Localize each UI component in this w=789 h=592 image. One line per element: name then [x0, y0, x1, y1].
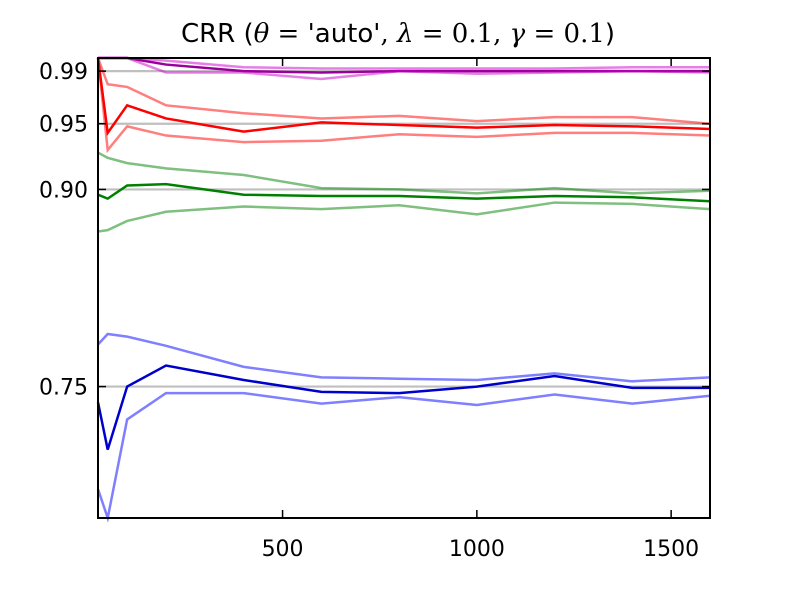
- series-line-7: [96, 57, 711, 125]
- series-line-0: [96, 364, 710, 451]
- y-tick-label-1: 0.90: [39, 178, 88, 203]
- title-eq-1: =: [269, 19, 307, 49]
- x-tick-label-1: 1000: [449, 537, 505, 562]
- axis-ticks: [98, 58, 710, 518]
- title-prefix: CRR (: [181, 19, 254, 49]
- series-line-3: [97, 182, 711, 203]
- title-comma-2: ,: [493, 19, 510, 49]
- series-line-6: [96, 57, 711, 137]
- title-gamma: γ: [510, 19, 526, 49]
- series-line-2: [96, 391, 711, 523]
- plot-frame: [97, 57, 711, 519]
- title-lambda-value: 0.1: [452, 19, 493, 49]
- series-line-1: [97, 332, 711, 383]
- y-tick-label-0: 0.75: [39, 376, 88, 401]
- series-line-4: [97, 151, 711, 195]
- y-tick-label-3: 0.99: [39, 60, 88, 85]
- title-eq-2: =: [413, 19, 451, 49]
- title-eq-3: =: [525, 19, 563, 49]
- title-gamma-value: 0.1: [564, 19, 605, 49]
- series-line-8: [96, 57, 711, 154]
- title-lambda: λ: [396, 19, 413, 49]
- chart-title: CRR (θ = 'auto', λ = 0.1, γ = 0.1): [181, 19, 615, 49]
- y-tick-label-2: 0.95: [39, 113, 88, 138]
- title-theta: θ: [254, 19, 270, 49]
- x-tick-label-2: 1500: [643, 537, 699, 562]
- series-line-5: [97, 201, 711, 233]
- x-tick-label-0: 500: [262, 537, 304, 562]
- reference-lines: [98, 70, 710, 388]
- title-comma-1: ,: [380, 19, 397, 49]
- title-suffix: ): [605, 19, 615, 49]
- tick-labels: 500 1000 1500 0.75 0.90 0.95 0.99: [39, 60, 699, 562]
- title-auto: 'auto': [308, 19, 381, 49]
- series-lines: [96, 56, 711, 523]
